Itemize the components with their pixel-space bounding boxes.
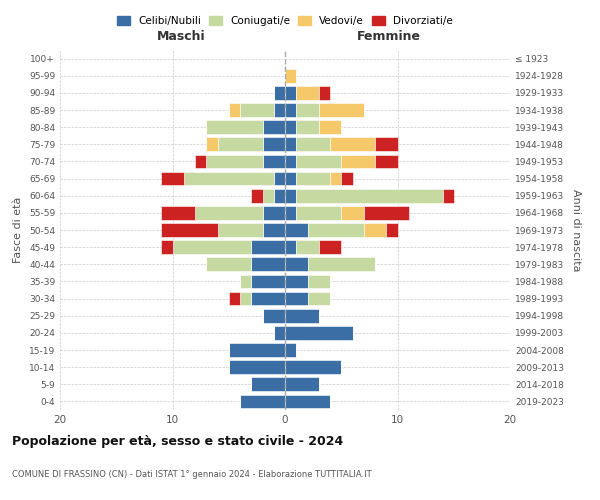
Bar: [285, 394, 330, 408]
Bar: [308, 258, 375, 271]
Bar: [218, 138, 263, 151]
Bar: [285, 258, 308, 271]
Bar: [285, 86, 296, 100]
Bar: [319, 86, 330, 100]
Bar: [229, 343, 285, 357]
Bar: [240, 394, 285, 408]
Bar: [375, 138, 398, 151]
Bar: [195, 206, 263, 220]
Bar: [285, 292, 308, 306]
Bar: [296, 154, 341, 168]
Bar: [443, 189, 454, 202]
Bar: [206, 258, 251, 271]
Bar: [296, 103, 319, 117]
Bar: [285, 309, 319, 322]
Bar: [274, 189, 285, 202]
Bar: [341, 172, 353, 185]
Bar: [285, 69, 296, 82]
Bar: [263, 154, 285, 168]
Bar: [161, 206, 195, 220]
Bar: [251, 258, 285, 271]
Bar: [285, 343, 296, 357]
Bar: [206, 120, 263, 134]
Bar: [240, 292, 251, 306]
Bar: [296, 86, 319, 100]
Y-axis label: Fasce di età: Fasce di età: [13, 197, 23, 263]
Bar: [386, 223, 398, 237]
Bar: [285, 274, 308, 288]
Text: Maschi: Maschi: [157, 30, 206, 43]
Bar: [206, 154, 263, 168]
Bar: [319, 103, 364, 117]
Bar: [285, 138, 296, 151]
Bar: [274, 103, 285, 117]
Bar: [330, 138, 375, 151]
Bar: [229, 103, 240, 117]
Bar: [161, 223, 218, 237]
Bar: [285, 172, 296, 185]
Bar: [285, 103, 296, 117]
Bar: [240, 103, 274, 117]
Bar: [161, 240, 173, 254]
Legend: Celibi/Nubili, Coniugati/e, Vedovi/e, Divorziati/e: Celibi/Nubili, Coniugati/e, Vedovi/e, Di…: [113, 12, 457, 30]
Bar: [161, 172, 184, 185]
Text: Popolazione per età, sesso e stato civile - 2024: Popolazione per età, sesso e stato civil…: [12, 435, 343, 448]
Bar: [285, 189, 296, 202]
Bar: [274, 326, 285, 340]
Bar: [296, 138, 330, 151]
Bar: [263, 206, 285, 220]
Bar: [263, 309, 285, 322]
Bar: [285, 240, 296, 254]
Bar: [296, 206, 341, 220]
Bar: [251, 274, 285, 288]
Bar: [240, 274, 251, 288]
Bar: [308, 292, 330, 306]
Bar: [296, 189, 443, 202]
Y-axis label: Anni di nascita: Anni di nascita: [571, 188, 581, 271]
Bar: [296, 172, 330, 185]
Text: COMUNE DI FRASSINO (CN) - Dati ISTAT 1° gennaio 2024 - Elaborazione TUTTITALIA.I: COMUNE DI FRASSINO (CN) - Dati ISTAT 1° …: [12, 470, 371, 479]
Bar: [274, 86, 285, 100]
Bar: [251, 292, 285, 306]
Bar: [263, 223, 285, 237]
Bar: [206, 138, 218, 151]
Bar: [330, 172, 341, 185]
Bar: [364, 206, 409, 220]
Bar: [375, 154, 398, 168]
Bar: [285, 326, 353, 340]
Bar: [184, 172, 274, 185]
Bar: [319, 120, 341, 134]
Bar: [285, 206, 296, 220]
Bar: [218, 223, 263, 237]
Bar: [251, 378, 285, 391]
Bar: [341, 206, 364, 220]
Bar: [285, 223, 308, 237]
Bar: [263, 120, 285, 134]
Bar: [263, 138, 285, 151]
Bar: [341, 154, 375, 168]
Bar: [308, 274, 330, 288]
Bar: [285, 378, 319, 391]
Bar: [263, 189, 274, 202]
Text: Femmine: Femmine: [356, 30, 421, 43]
Bar: [251, 240, 285, 254]
Bar: [308, 223, 364, 237]
Bar: [173, 240, 251, 254]
Bar: [274, 172, 285, 185]
Bar: [195, 154, 206, 168]
Bar: [319, 240, 341, 254]
Bar: [229, 292, 240, 306]
Bar: [285, 360, 341, 374]
Bar: [296, 240, 319, 254]
Bar: [229, 360, 285, 374]
Bar: [285, 120, 296, 134]
Bar: [251, 189, 263, 202]
Bar: [296, 120, 319, 134]
Bar: [364, 223, 386, 237]
Bar: [285, 154, 296, 168]
